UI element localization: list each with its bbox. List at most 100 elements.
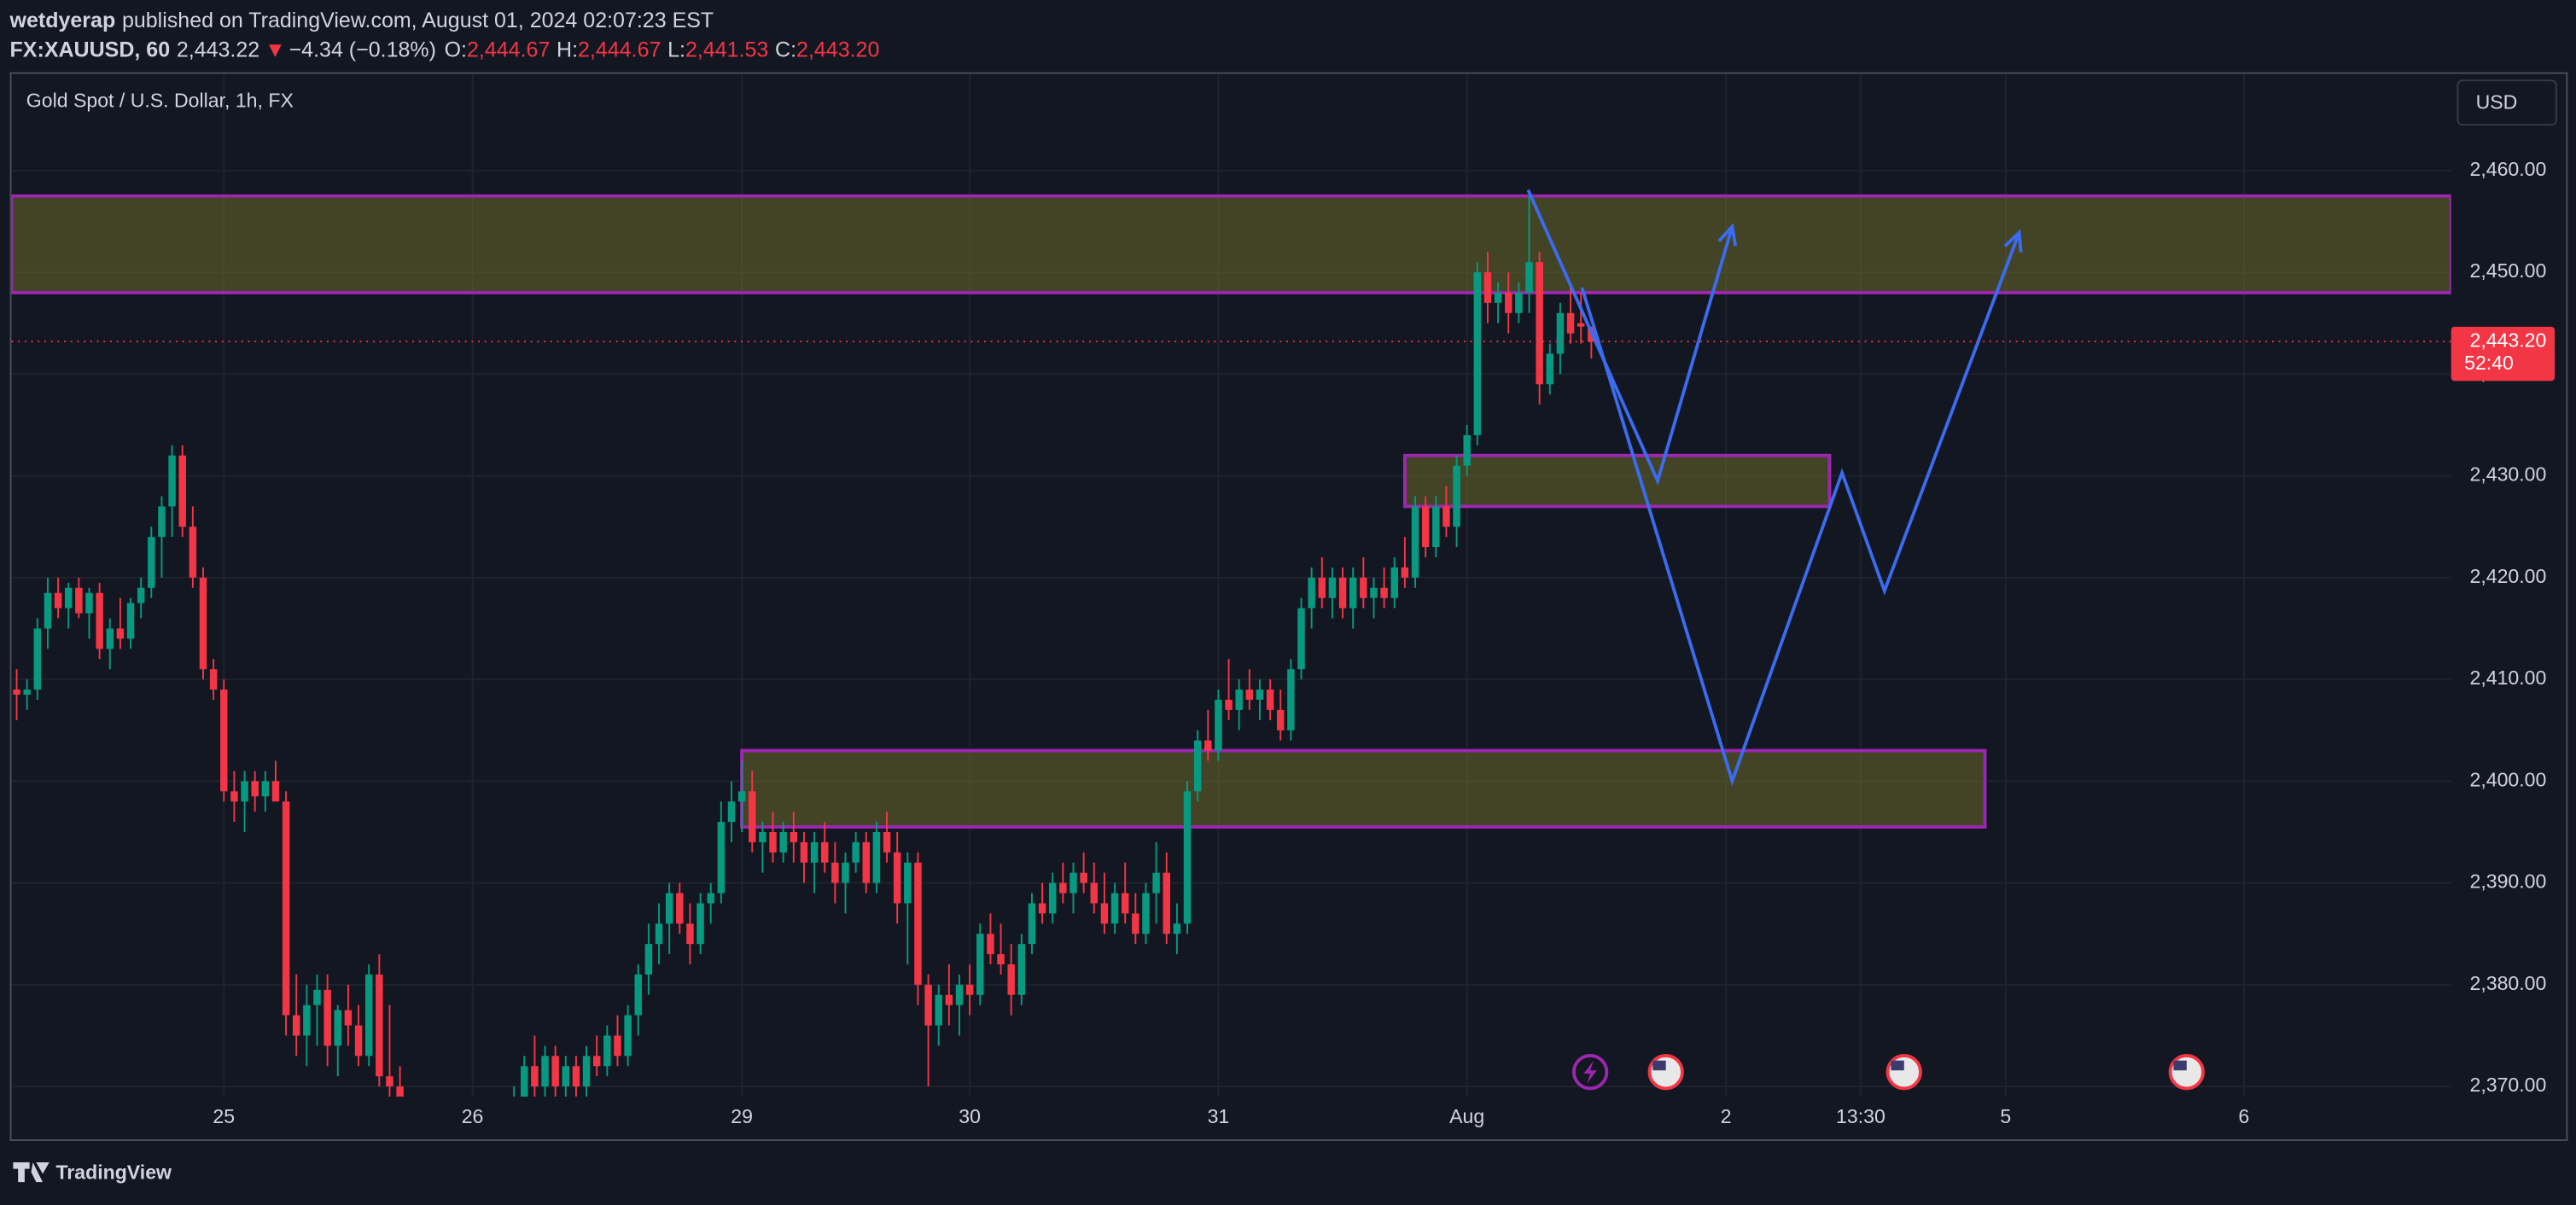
last: 2,443.22 — [177, 38, 259, 61]
candle-body — [1069, 872, 1077, 894]
candle-body — [1483, 272, 1492, 303]
ohlc-value: 2,444.67 — [467, 38, 550, 61]
candle-body — [1256, 690, 1264, 700]
symbol: FX:XAUUSD, 60 — [10, 38, 171, 61]
candle-body — [562, 1066, 570, 1087]
candle-body — [1215, 699, 1222, 751]
candle-body — [1080, 872, 1087, 883]
candle-body — [779, 831, 787, 853]
candle-body — [178, 455, 186, 527]
candle-body — [1287, 669, 1295, 731]
candle-body — [1173, 923, 1181, 934]
candle-body — [354, 1025, 363, 1057]
plot-area — [11, 189, 2451, 1148]
candle-body — [220, 690, 228, 792]
currency-button[interactable] — [2457, 79, 2557, 126]
candle-body — [769, 831, 777, 853]
y-tick-label: 2,380.00 — [2469, 972, 2546, 994]
x-tick-label: Aug — [1449, 1105, 1484, 1127]
candle-body — [1038, 903, 1046, 914]
zone — [740, 748, 1987, 829]
candle-body — [790, 831, 798, 842]
ohlc-value: 2,444.67 — [578, 38, 661, 61]
candle-body — [1183, 791, 1192, 924]
y-tick-label: 2,420.00 — [2469, 565, 2546, 587]
candle-body — [1546, 353, 1554, 385]
candle-body — [1225, 699, 1233, 710]
candle-body — [510, 1097, 517, 1148]
x-tick-label: 30 — [959, 1105, 981, 1127]
event-icons — [1571, 1054, 2206, 1091]
candle-body — [1432, 506, 1440, 548]
candle-body — [924, 984, 932, 1026]
candle-body — [1245, 690, 1254, 700]
candle-body — [862, 841, 871, 883]
candle-body — [106, 628, 114, 649]
candle-body — [1059, 882, 1067, 894]
candle-body — [64, 587, 73, 608]
candle-body — [158, 506, 166, 538]
candle-body — [521, 1066, 528, 1097]
candle-body — [614, 1035, 621, 1057]
published: published on TradingView.com, August 01,… — [122, 9, 714, 32]
last-price-tag — [2451, 326, 2555, 381]
candle-body — [551, 1056, 559, 1087]
candle-body — [261, 781, 270, 797]
candle-body — [334, 1010, 342, 1046]
candle-body — [1318, 577, 1326, 598]
zone — [1402, 453, 1832, 509]
x-tick-label: 5 — [2000, 1105, 2011, 1127]
change-icon: ▼ — [265, 38, 286, 61]
ohlc-value: 2,443.20 — [796, 38, 879, 61]
arrow-head — [2003, 229, 2023, 253]
candle-body — [737, 791, 746, 802]
candle-body — [85, 592, 93, 614]
candle-body — [282, 801, 290, 1016]
candle-body — [904, 862, 912, 904]
candle-body — [1380, 587, 1388, 598]
candle-body — [230, 791, 238, 802]
candle-body — [1536, 262, 1543, 385]
candle-body — [842, 862, 849, 883]
author: wetdyerap — [9, 9, 116, 32]
ohlc-label: H: — [557, 38, 578, 61]
candle-body — [831, 862, 839, 883]
candle-body — [1390, 567, 1398, 598]
candle-body — [749, 791, 756, 842]
ohlc-label: O: — [445, 38, 467, 61]
ohlc-label: C: — [775, 38, 796, 61]
candle-body — [893, 852, 901, 904]
candle-body — [820, 841, 829, 863]
candle-body — [582, 1056, 591, 1087]
currency: USD — [2476, 90, 2518, 113]
flag-canton — [1652, 1060, 1666, 1071]
candle-body — [1090, 882, 1099, 904]
candle-body — [1235, 690, 1243, 710]
candle-body — [96, 592, 103, 649]
candle-body — [1048, 882, 1057, 914]
candle-body — [33, 628, 42, 690]
candle-body — [344, 1010, 353, 1026]
candle-body — [955, 984, 964, 1005]
x-tick-label: 13:30 — [1836, 1105, 1885, 1127]
candle-body — [1121, 893, 1129, 914]
logo-mark — [13, 1161, 50, 1183]
candle-body — [1473, 272, 1482, 435]
chart-title: Gold Spot / U.S. Dollar, 1h, FX — [26, 89, 294, 111]
candle-body — [1100, 903, 1109, 924]
candle-body — [1463, 434, 1471, 466]
y-tick-label: 2,460.00 — [2469, 158, 2546, 180]
candle-body — [800, 841, 808, 863]
candle-body — [1142, 893, 1150, 934]
candle-body — [189, 527, 197, 578]
candle-body — [1277, 709, 1285, 731]
candle-body — [686, 923, 694, 945]
candle-body — [323, 989, 331, 1046]
candle-body — [541, 1056, 549, 1087]
candle-body — [1193, 740, 1202, 792]
flag-canton — [1891, 1060, 1904, 1071]
candle-body — [303, 1004, 311, 1036]
trend-path — [1526, 189, 1734, 486]
